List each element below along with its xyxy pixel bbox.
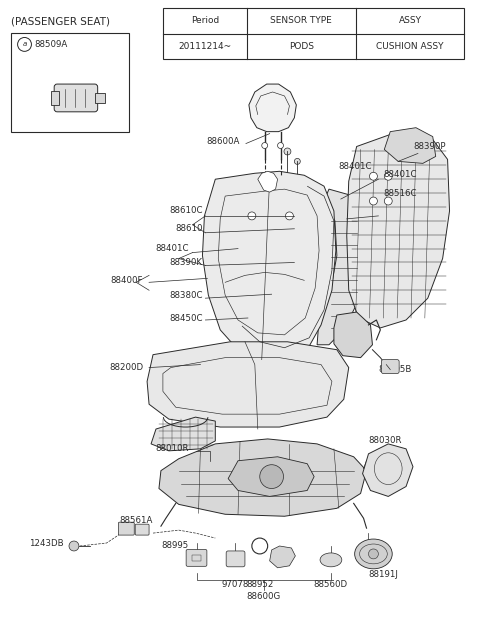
Circle shape bbox=[277, 142, 284, 148]
Circle shape bbox=[370, 172, 377, 180]
Polygon shape bbox=[203, 171, 336, 362]
FancyBboxPatch shape bbox=[54, 84, 97, 112]
Text: 20111214~: 20111214~ bbox=[179, 42, 231, 51]
Ellipse shape bbox=[320, 553, 342, 567]
Text: 88952: 88952 bbox=[246, 579, 274, 589]
Bar bbox=[163, 8, 464, 59]
FancyBboxPatch shape bbox=[381, 359, 399, 373]
Text: 88390P: 88390P bbox=[413, 142, 445, 151]
Circle shape bbox=[69, 541, 79, 551]
Polygon shape bbox=[258, 171, 277, 192]
Circle shape bbox=[262, 142, 268, 148]
Bar bbox=[51, 91, 59, 105]
Text: Period: Period bbox=[191, 16, 219, 25]
Text: 88191J: 88191J bbox=[369, 570, 398, 579]
Text: 88010R: 88010R bbox=[155, 445, 189, 453]
Text: 88561A: 88561A bbox=[120, 516, 153, 525]
Text: 88600G: 88600G bbox=[247, 591, 281, 600]
Circle shape bbox=[384, 197, 392, 205]
Ellipse shape bbox=[355, 539, 392, 569]
Polygon shape bbox=[159, 439, 367, 516]
Polygon shape bbox=[270, 546, 295, 568]
Text: a: a bbox=[23, 41, 27, 48]
Circle shape bbox=[260, 465, 284, 488]
Text: 97078: 97078 bbox=[221, 579, 249, 589]
Circle shape bbox=[252, 538, 268, 554]
Circle shape bbox=[248, 212, 256, 220]
Circle shape bbox=[284, 148, 291, 155]
Polygon shape bbox=[334, 312, 372, 357]
Polygon shape bbox=[347, 132, 450, 328]
Polygon shape bbox=[317, 189, 367, 345]
Text: 88516C: 88516C bbox=[384, 189, 417, 198]
Text: ASSY: ASSY bbox=[398, 16, 421, 25]
Text: 88200D: 88200D bbox=[109, 363, 143, 372]
Text: PODS: PODS bbox=[289, 42, 314, 51]
Text: 88610C: 88610C bbox=[169, 207, 203, 216]
Polygon shape bbox=[151, 417, 216, 451]
Circle shape bbox=[384, 172, 392, 180]
Polygon shape bbox=[249, 84, 296, 132]
Text: 88401C: 88401C bbox=[155, 244, 189, 253]
Circle shape bbox=[294, 158, 300, 164]
Text: 88380C: 88380C bbox=[169, 291, 203, 300]
Text: 88450C: 88450C bbox=[169, 314, 203, 322]
Text: 88560D: 88560D bbox=[314, 579, 348, 589]
Text: a: a bbox=[257, 541, 263, 551]
Circle shape bbox=[369, 549, 378, 559]
Text: 88610: 88610 bbox=[175, 225, 203, 233]
FancyBboxPatch shape bbox=[135, 524, 149, 535]
Text: 88509A: 88509A bbox=[35, 40, 68, 49]
Text: 88401C: 88401C bbox=[339, 162, 372, 171]
Bar bbox=[95, 93, 105, 103]
Circle shape bbox=[286, 212, 293, 220]
Bar bbox=[192, 555, 202, 561]
Polygon shape bbox=[362, 444, 413, 497]
Text: CUSHION ASSY: CUSHION ASSY bbox=[376, 42, 444, 51]
FancyBboxPatch shape bbox=[119, 522, 134, 535]
Polygon shape bbox=[384, 128, 436, 163]
Circle shape bbox=[18, 38, 32, 52]
Polygon shape bbox=[147, 342, 349, 427]
Text: 88995: 88995 bbox=[161, 541, 189, 551]
Text: 88600A: 88600A bbox=[206, 137, 240, 146]
Bar bbox=[11, 32, 129, 132]
Text: 88400F: 88400F bbox=[110, 276, 143, 285]
Polygon shape bbox=[228, 457, 314, 497]
Text: (PASSENGER SEAT): (PASSENGER SEAT) bbox=[11, 17, 110, 27]
Text: 88401C: 88401C bbox=[384, 170, 417, 179]
FancyBboxPatch shape bbox=[186, 550, 207, 566]
Text: SENSOR TYPE: SENSOR TYPE bbox=[270, 16, 332, 25]
Text: 88030R: 88030R bbox=[369, 436, 402, 445]
Text: 88195B: 88195B bbox=[378, 365, 412, 374]
Text: 1243DB: 1243DB bbox=[29, 539, 64, 548]
Circle shape bbox=[370, 197, 377, 205]
Text: 88390K: 88390K bbox=[169, 258, 203, 267]
FancyBboxPatch shape bbox=[226, 551, 245, 567]
